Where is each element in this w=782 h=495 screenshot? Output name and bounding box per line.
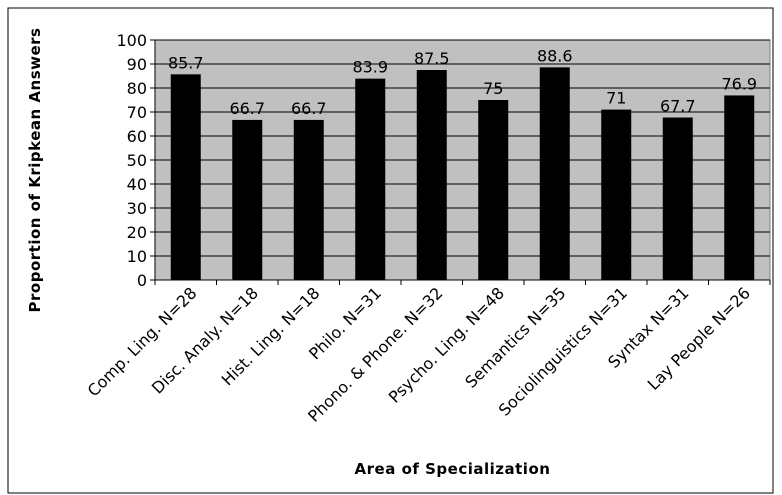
bar: [539, 67, 570, 280]
bar: [662, 117, 693, 281]
y-tick-label: 60: [127, 127, 147, 146]
data-label: 88.6: [537, 46, 573, 65]
y-tick-label: 100: [116, 31, 147, 50]
y-axis-title: Proportion of Kripkean Answers: [26, 28, 44, 313]
bar: [355, 78, 386, 280]
y-tick-label: 10: [127, 247, 147, 266]
bar: [170, 74, 201, 280]
data-label: 66.7: [291, 99, 327, 118]
y-tick-label: 30: [127, 199, 147, 218]
bar: [416, 70, 447, 280]
data-label: 85.7: [168, 53, 204, 72]
y-tick-label: 80: [127, 79, 147, 98]
bars-group: [170, 67, 755, 281]
y-tick-label: 50: [127, 151, 147, 170]
data-label: 83.9: [352, 58, 388, 77]
data-label: 76.9: [721, 74, 757, 93]
data-labels-group: 85.7 66.7 66.7 83.9 87.5 75 88.6 71 67.7 76.9: [168, 46, 757, 118]
data-label: 75: [483, 79, 503, 98]
data-label: 67.7: [660, 97, 696, 116]
y-tick-label: 20: [127, 223, 147, 242]
bar: [232, 119, 263, 280]
x-axis-title: Area of Specialization: [355, 460, 551, 478]
bar: [601, 109, 632, 280]
y-tick-label: 40: [127, 175, 147, 194]
y-tick-label: 70: [127, 103, 147, 122]
bar: [293, 119, 324, 280]
bar: [478, 100, 509, 280]
data-label: 71: [606, 89, 626, 108]
y-tick-label: 90: [127, 55, 147, 74]
y-tick-label: 0: [137, 271, 147, 290]
y-axis-ticks: 0 10 20 30 40 50 60 70 80 90 100: [116, 31, 155, 290]
data-label: 87.5: [414, 49, 450, 68]
bar: [724, 95, 755, 280]
data-label: 66.7: [229, 99, 265, 118]
